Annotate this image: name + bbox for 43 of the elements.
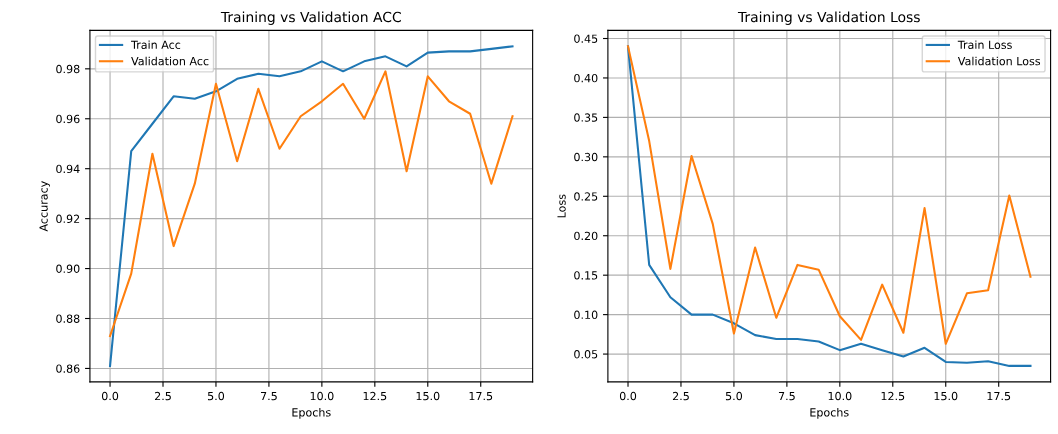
y-tick-label: 0.10: [574, 310, 598, 319]
y-tick-label: 0.45: [574, 34, 598, 43]
chart-title: Training vs Validation Loss: [737, 11, 920, 25]
y-axis-title: Accuracy: [39, 181, 50, 232]
x-tick-label: 12.5: [881, 391, 905, 401]
x-tick-label: 7.5: [260, 391, 277, 401]
y-tick-label: 0.35: [574, 113, 598, 122]
y-tick-label: 0.92: [56, 214, 80, 224]
x-tick-label: 0.0: [619, 391, 637, 401]
y-tick-label: 0.15: [574, 271, 598, 280]
x-tick-label: 10.0: [828, 391, 852, 401]
y-tick-label: 0.86: [56, 364, 80, 373]
x-tick-label: 17.5: [469, 391, 493, 401]
x-tick-label: 0.0: [101, 391, 119, 401]
line-series: [109, 70, 514, 338]
y-tick-label: 0.94: [56, 164, 80, 174]
x-axis-title: Epochs: [810, 407, 849, 419]
y-tick-label: 0.90: [56, 264, 80, 273]
chart-title: Training vs Validation ACC: [220, 11, 401, 25]
legend-label: Validation Loss: [957, 56, 1041, 66]
y-axis-title: Loss: [557, 194, 566, 218]
x-tick-label: 15.0: [934, 391, 958, 401]
y-tick-label: 0.98: [56, 64, 80, 74]
legend-label: Train Acc: [131, 40, 181, 49]
x-axis-title: Epochs: [292, 407, 331, 419]
x-tick-label: 5.0: [207, 391, 225, 401]
y-tick-label: 0.20: [574, 231, 598, 241]
x-tick-label: 5.0: [725, 391, 743, 401]
x-tick-label: 15.0: [416, 391, 440, 401]
y-tick-label: 0.30: [574, 152, 598, 162]
y-tick-label: 0.96: [56, 114, 80, 124]
x-tick-label: 17.5: [987, 391, 1011, 401]
x-tick-label: 2.5: [672, 391, 689, 401]
x-tick-label: 2.5: [154, 391, 171, 401]
legend-label: Train Loss: [957, 40, 1012, 49]
y-tick-label: 0.05: [574, 350, 598, 359]
y-tick-label: 0.40: [574, 73, 598, 83]
x-tick-label: 10.0: [310, 391, 334, 401]
x-tick-label: 12.5: [363, 391, 387, 401]
y-tick-label: 0.25: [574, 192, 598, 201]
y-tick-label: 0.88: [56, 314, 80, 323]
x-tick-label: 7.5: [778, 391, 795, 401]
legend-label: Validation Acc: [131, 56, 209, 66]
